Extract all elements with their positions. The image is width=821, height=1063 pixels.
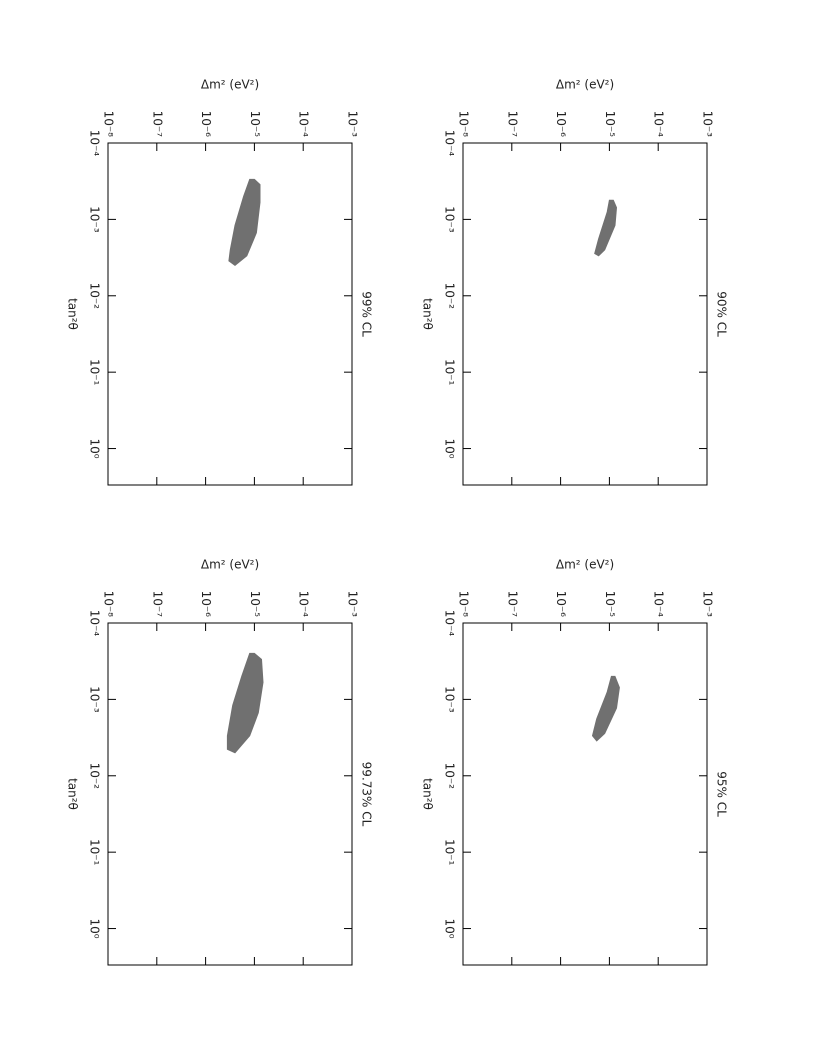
y-tick-label: 10⁻⁶ [554, 591, 568, 618]
y-tick-label: 10⁻⁴ [652, 591, 666, 618]
y-tick-label: 10⁻⁷ [150, 591, 164, 618]
y-tick-label: 10⁻³ [701, 111, 715, 138]
x-tick-label: 10⁰ [443, 439, 457, 459]
y-tick-label: 10⁻⁸ [457, 591, 471, 618]
y-tick-label: 10⁻⁵ [603, 591, 617, 618]
x-tick-label: 10⁻⁴ [88, 610, 102, 637]
x-tick-label: 10⁰ [443, 919, 457, 939]
x-tick-label: 10⁻¹ [443, 359, 457, 386]
y-tick-label: 10⁻⁴ [297, 111, 311, 138]
chart-title: 99.73% CL [360, 762, 374, 827]
plot-frame [462, 142, 708, 486]
x-tick-label: 10⁻² [443, 283, 457, 310]
plot-frame [107, 142, 353, 486]
x-tick-label: 10⁻⁴ [443, 610, 457, 637]
y-tick-label: 10⁻³ [346, 591, 360, 618]
y-tick-label: 10⁻³ [346, 111, 360, 138]
plot-frame [107, 622, 353, 966]
chart-title: 90% CL [715, 291, 729, 337]
x-tick-label: 10⁻³ [443, 686, 457, 713]
y-tick-label: 10⁻⁷ [150, 111, 164, 138]
x-tick-label: 10⁻² [88, 763, 102, 790]
y-axis-label: Δm² (eV²) [556, 558, 614, 572]
chart-title: 95% CL [715, 771, 729, 817]
x-tick-label: 10⁰ [88, 439, 102, 459]
y-tick-label: 10⁻⁴ [297, 591, 311, 618]
x-axis-label: tan²θ [421, 298, 435, 330]
y-tick-label: 10⁻⁷ [505, 111, 519, 138]
y-tick-label: 10⁻⁸ [102, 111, 116, 138]
panel: 10⁻⁴ 10⁻³ 10⁻² 10⁻¹ 10⁰ 10⁻⁸ 10⁻⁷ 10⁻⁶ 10⁻⁵ 10⁻⁴ 1… [66, 78, 374, 486]
x-tick-label: 10⁻¹ [88, 839, 102, 866]
x-axis-label: tan²θ [421, 778, 435, 810]
x-tick-label: 10⁻⁴ [88, 130, 102, 157]
contour-region [591, 675, 620, 742]
y-tick-label: 10⁻⁸ [457, 111, 471, 138]
y-tick-label: 10⁻⁵ [603, 111, 617, 138]
x-tick-label: 10⁻³ [443, 206, 457, 233]
y-tick-label: 10⁻⁶ [199, 111, 213, 138]
x-tick-label: 10⁻¹ [88, 359, 102, 386]
y-axis-label: Δm² (eV²) [556, 78, 614, 92]
plot-frame [462, 622, 708, 966]
y-tick-label: 10⁻⁵ [248, 591, 262, 618]
x-tick-label: 10⁻¹ [443, 839, 457, 866]
panel: 10⁻⁴ 10⁻³ 10⁻² 10⁻¹ 10⁰ 10⁻⁸ 10⁻⁷ 10⁻⁶ 10⁻⁵ 10⁻⁴ 1… [421, 558, 729, 966]
x-tick-label: 10⁰ [88, 919, 102, 939]
panel: 10⁻⁴ 10⁻³ 10⁻² 10⁻¹ 10⁰ 10⁻⁸ 10⁻⁷ 10⁻⁶ 10⁻⁵ 10⁻⁴ 1… [66, 558, 374, 966]
x-tick-label: 10⁻³ [88, 686, 102, 713]
y-tick-label: 10⁻⁶ [554, 111, 568, 138]
y-tick-label: 10⁻⁵ [248, 111, 262, 138]
y-tick-label: 10⁻⁷ [505, 591, 519, 618]
y-axis-label: Δm² (eV²) [201, 78, 259, 92]
panel: 10⁻⁴ 10⁻³ 10⁻² 10⁻¹ 10⁰ 10⁻⁸ 10⁻⁷ 10⁻⁶ 10⁻⁵ 10⁻⁴ 1… [421, 78, 729, 486]
y-tick-label: 10⁻⁸ [102, 591, 116, 618]
chart-title: 99% CL [360, 291, 374, 337]
y-tick-label: 10⁻³ [701, 591, 715, 618]
x-tick-label: 10⁻³ [88, 206, 102, 233]
contour-region [226, 652, 264, 754]
x-tick-label: 10⁻⁴ [443, 130, 457, 157]
contour-region [594, 199, 618, 257]
x-axis-label: tan²θ [66, 778, 80, 810]
contour-region [228, 178, 261, 267]
y-tick-label: 10⁻⁴ [652, 111, 666, 138]
x-tick-label: 10⁻² [88, 283, 102, 310]
y-tick-label: 10⁻⁶ [199, 591, 213, 618]
y-axis-label: Δm² (eV²) [201, 558, 259, 572]
x-tick-label: 10⁻² [443, 763, 457, 790]
x-axis-label: tan²θ [66, 298, 80, 330]
